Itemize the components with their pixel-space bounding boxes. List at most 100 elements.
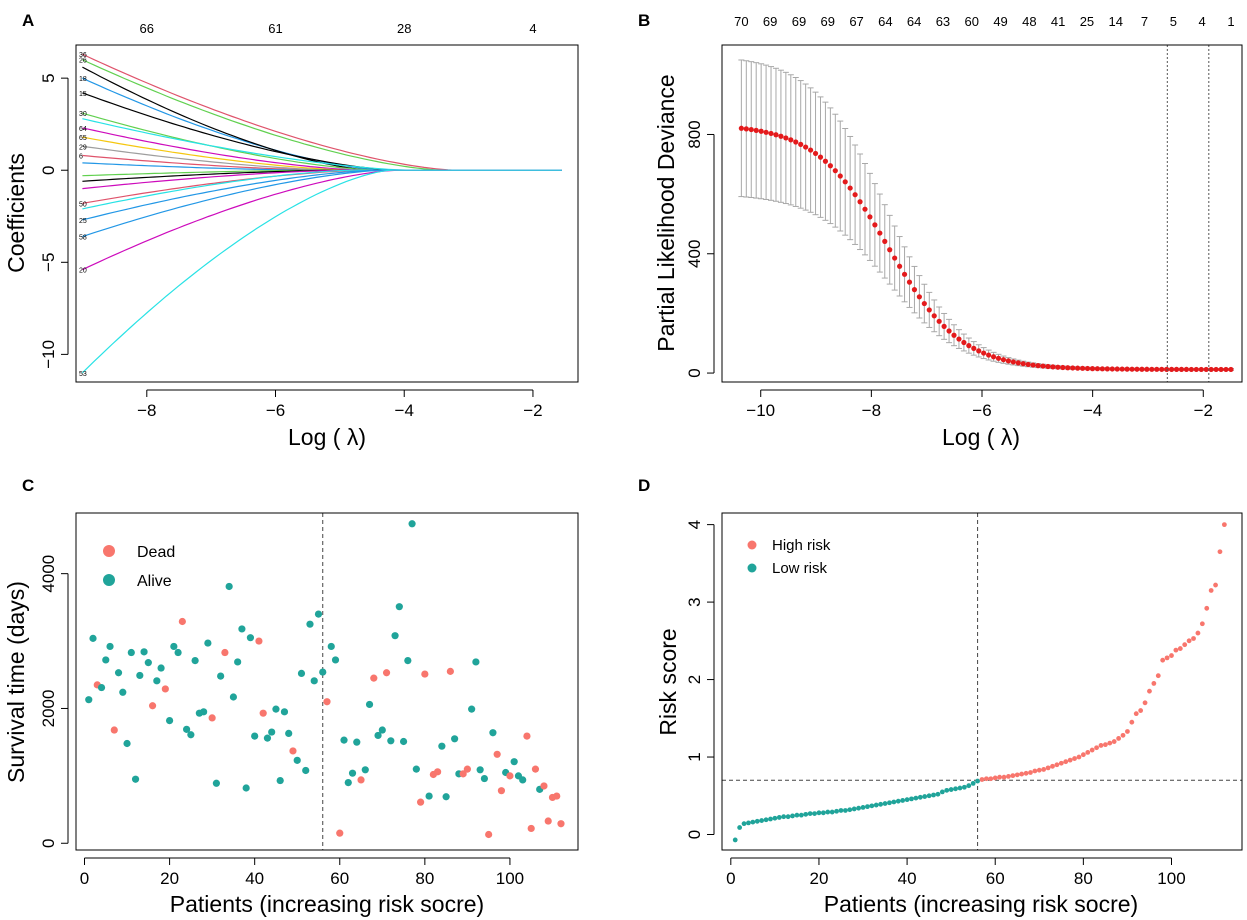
- panel-b-top-label: 4: [1199, 14, 1206, 29]
- deviance-point: [1055, 364, 1061, 370]
- panel-a-x-tick-label: −8: [137, 401, 156, 420]
- low-risk-point: [816, 810, 822, 816]
- alive-patient-point: [136, 671, 144, 680]
- panel-a-y-tick-label: 0: [39, 165, 58, 174]
- deviance-point: [901, 271, 908, 277]
- low-risk-point: [785, 814, 791, 820]
- dead-patient-point: [506, 772, 514, 780]
- panel-d-xlabel: Patients (increasing risk socre): [824, 891, 1138, 917]
- dead-patient-point: [557, 820, 565, 828]
- alive-patient-point: [246, 634, 255, 642]
- path-label-25: 25: [79, 218, 87, 225]
- deviance-point: [1025, 361, 1031, 368]
- deviance-point: [887, 247, 893, 253]
- panel-c-xlabel: Patients (increasing risk socre): [170, 891, 484, 917]
- high-risk-point: [1208, 588, 1214, 593]
- alive-patient-point: [234, 658, 242, 666]
- alive-patient-point: [217, 672, 225, 680]
- panel-c-x-tick-label: 20: [160, 869, 179, 888]
- low-risk-point: [768, 816, 773, 822]
- path-label-30: 30: [79, 111, 87, 118]
- panel-b-top-label: 60: [965, 14, 979, 29]
- alive-patient-point: [412, 765, 420, 773]
- panel-c-y-tick-label: 4000: [39, 555, 58, 593]
- deviance-point: [778, 133, 784, 139]
- alive-patient-point: [225, 582, 233, 591]
- high-risk-point: [1072, 756, 1077, 761]
- deviance-point: [1188, 366, 1194, 373]
- alive-patient-point: [106, 642, 114, 651]
- low-risk-point: [772, 815, 778, 821]
- high-risk-point: [1080, 752, 1086, 758]
- alive-patient-point: [131, 775, 140, 783]
- panel-d-y-tick-label: 2: [685, 675, 704, 684]
- dead-patient-point: [459, 770, 467, 778]
- deviance-point: [1000, 357, 1007, 363]
- high-risk-point: [1204, 605, 1210, 611]
- alive-patient-point: [519, 776, 527, 784]
- low-risk-point: [741, 821, 747, 827]
- low-risk-point: [851, 806, 857, 812]
- panel-c-survival-points: [85, 513, 565, 850]
- low-risk-point: [759, 818, 765, 823]
- deviance-point: [1060, 364, 1066, 371]
- alive-patient-point: [387, 737, 395, 745]
- alive-patient-point: [102, 656, 110, 664]
- deviance-point: [990, 354, 997, 360]
- high-risk-point: [1151, 681, 1157, 686]
- high-risk-point: [1195, 630, 1201, 636]
- deviance-point: [773, 132, 779, 138]
- low-risk-point: [825, 809, 831, 815]
- deviance-point: [1149, 366, 1155, 372]
- low-risk-point: [798, 812, 804, 818]
- deviance-point: [1198, 366, 1204, 373]
- deviance-point: [1065, 365, 1071, 371]
- deviance-point: [956, 336, 962, 342]
- high-risk-point: [1129, 719, 1135, 725]
- path-label-26: 26: [79, 58, 87, 65]
- alive-patient-point: [157, 664, 165, 672]
- deviance-point: [986, 352, 992, 358]
- deviance-point: [1154, 366, 1160, 372]
- alive-patient-point: [438, 742, 446, 750]
- low-risk-point: [887, 800, 892, 806]
- dead-patient-point: [221, 648, 229, 657]
- alive-patient-point: [127, 648, 135, 657]
- panel-d-y-tick-label: 3: [685, 597, 704, 606]
- dead-patient-point: [485, 830, 493, 839]
- high-risk-point: [1116, 736, 1122, 741]
- panel-b-top-label: 64: [907, 14, 921, 29]
- low-risk-point: [944, 787, 950, 793]
- deviance-point: [941, 323, 947, 329]
- panel-b-top-label: 69: [763, 14, 777, 29]
- high-risk-point: [1138, 708, 1144, 713]
- dead-patient-point: [446, 667, 454, 675]
- panel-c-y-tick-label: 2000: [39, 690, 58, 728]
- low-risk-point: [842, 808, 848, 813]
- deviance-point: [1040, 363, 1046, 369]
- deviance-point: [803, 144, 809, 150]
- panel-d-axes: 0 20 40 60 80 100 0 1 2 3 4: [685, 520, 1186, 888]
- deviance-point: [837, 173, 843, 179]
- alive-patient-point: [297, 669, 306, 678]
- alive-patient-point: [348, 769, 357, 777]
- panel-a-xlabel: Log ( λ): [288, 424, 366, 450]
- dead-patient-point: [336, 829, 344, 837]
- deviance-point: [812, 150, 819, 157]
- deviance-point: [1203, 366, 1209, 373]
- low-risk-point: [891, 799, 897, 805]
- panel-b-y-tick-label: 400: [685, 240, 704, 268]
- low-risk-point: [966, 783, 972, 789]
- panel-b-ylabel: Partial Likelihood Deviance: [653, 74, 679, 351]
- legend-low-risk-swatch: [747, 563, 757, 573]
- low-risk-point: [754, 818, 760, 824]
- deviance-point: [807, 147, 814, 153]
- high-risk-point: [1036, 767, 1042, 773]
- path-label-6: 6: [79, 153, 83, 160]
- panel-b-label: B: [638, 11, 650, 30]
- alive-patient-point: [165, 716, 174, 725]
- legend-dead-label: Dead: [137, 544, 175, 561]
- low-risk-point: [913, 795, 919, 801]
- panel-b-xlabel: Log ( λ): [942, 424, 1020, 450]
